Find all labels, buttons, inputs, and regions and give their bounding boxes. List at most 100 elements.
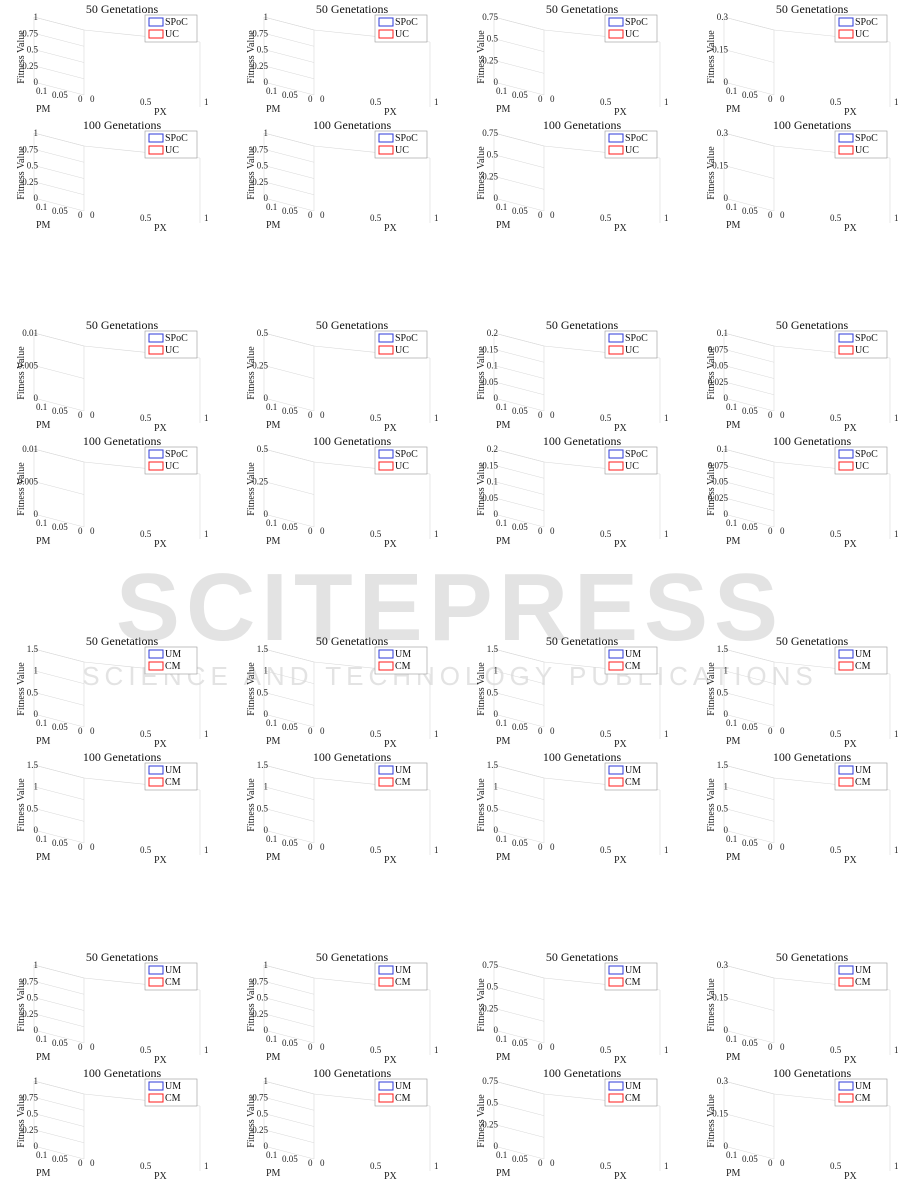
- z-tick-label: 0.25: [482, 1119, 498, 1129]
- pm-tick-label: 0: [538, 726, 543, 736]
- pm-tick-label: 0: [538, 210, 543, 220]
- pm-tick-label: 0.1: [726, 86, 737, 96]
- pm-tick-label: 0.1: [496, 1034, 507, 1044]
- plot-title: 100 Genetations: [543, 434, 622, 448]
- x-axis-label: PM: [36, 1168, 51, 1179]
- y-axis-label: PX: [154, 107, 168, 118]
- plot-title: 50 Genetations: [86, 2, 159, 16]
- px-tick-label: 1: [434, 729, 439, 739]
- px-tick-label: 0.5: [600, 845, 612, 855]
- pm-tick-label: 0: [78, 210, 83, 220]
- px-tick-label: 0: [320, 94, 325, 104]
- pm-tick-label: 0.1: [726, 518, 737, 528]
- z-tick-label: 0: [34, 193, 39, 203]
- z-tick-label: 0.3: [717, 128, 729, 138]
- grid-line: [33, 1080, 85, 1095]
- z-tick-label: 0.3: [717, 12, 729, 22]
- z-tick-label: 0.075: [708, 460, 729, 470]
- px-tick-label: 0: [780, 210, 785, 220]
- surface-plot: 0.3 0.15 0 0.1 0.05 0 0 0.5 1 PM PX Fitness Value 10…: [706, 118, 901, 234]
- z-tick-label: 0.5: [257, 444, 269, 454]
- z-tick-label: 0.2: [487, 444, 498, 454]
- z-axis-label: Fitness Value: [246, 30, 257, 84]
- z-tick-label: 1.5: [27, 644, 39, 654]
- legend-swatch-b: [608, 461, 624, 471]
- legend-swatch-a: [608, 1081, 624, 1091]
- legend-swatch-a: [838, 649, 854, 659]
- plot-title: 100 Genetations: [313, 118, 392, 132]
- z-axis-label: Fitness Value: [246, 346, 257, 400]
- pm-tick-label: 0.05: [282, 206, 298, 216]
- z-axis-label: Fitness Value: [706, 1094, 717, 1148]
- legend-label: SPoC: [625, 449, 648, 460]
- z-tick-label: 0: [494, 393, 499, 403]
- legend-swatch-a: [148, 1081, 164, 1091]
- legend-label: CM: [165, 977, 181, 988]
- pm-tick-label: 0: [768, 1042, 773, 1052]
- grid-line: [723, 165, 775, 179]
- surface-plot: 0.5 0.25 0 0.1 0.05 0 0 0.5 1 PM PX Fitness Value 10…: [246, 434, 442, 550]
- plot-title: 100 Genetations: [543, 1066, 622, 1080]
- grid-line: [493, 964, 545, 979]
- grid-line: [493, 808, 545, 822]
- z-tick-label: 0: [34, 393, 39, 403]
- px-tick-label: 0: [90, 1158, 95, 1168]
- pm-tick-label: 0.05: [282, 90, 298, 100]
- px-tick-label: 1: [664, 1045, 669, 1055]
- z-tick-label: 0.5: [487, 34, 499, 44]
- z-tick-label: 0.25: [22, 177, 38, 187]
- legend-swatch-a: [608, 17, 624, 27]
- z-tick-label: 0: [264, 77, 269, 87]
- z-tick-label: 0.005: [18, 477, 39, 487]
- plot-title: 50 Genetations: [776, 2, 849, 16]
- plot-title: 100 Genetations: [773, 750, 852, 764]
- grid-line: [33, 49, 85, 63]
- grid-line: [33, 981, 85, 995]
- grid-line: [33, 764, 85, 779]
- y-axis-label: PX: [614, 107, 628, 118]
- grid-line: [493, 448, 545, 463]
- x-axis-label: PM: [36, 736, 51, 747]
- z-axis-label: Fitness Value: [16, 778, 27, 832]
- px-tick-label: 0: [780, 94, 785, 104]
- plot-title: 100 Genetations: [83, 750, 162, 764]
- px-tick-label: 0.5: [830, 413, 842, 423]
- surface-plot: 1.5 1 0.5 0 0.1 0.05 0 0 0.5 1 PM PX Fitness Value 50…: [476, 634, 672, 750]
- legend-label: SPoC: [625, 333, 648, 344]
- legend-label: UC: [395, 345, 409, 356]
- pm-tick-label: 0.05: [52, 722, 68, 732]
- grid-line: [263, 997, 315, 1011]
- z-axis-label: Fitness Value: [16, 978, 27, 1032]
- legend-swatch-b: [838, 461, 854, 471]
- legend-swatch-a: [378, 965, 394, 975]
- pm-tick-label: 0.1: [36, 1150, 47, 1160]
- grid-line: [723, 448, 775, 463]
- grid-line: [723, 132, 775, 147]
- legend-swatch-b: [148, 1093, 164, 1103]
- plot-title: 100 Genetations: [313, 1066, 392, 1080]
- plot-title: 50 Genetations: [316, 950, 389, 964]
- y-axis-label: PX: [614, 223, 628, 234]
- pm-tick-label: 0.05: [742, 406, 758, 416]
- surface-plot: 0.75 0.5 0.25 0 0.1 0.05 0 0 0.5 1 PM PX Fitness Val…: [476, 2, 672, 118]
- surface-plot: 0.75 0.5 0.25 0 0.1 0.05 0 0 0.5 1 PM PX Fitness Val…: [476, 1066, 672, 1179]
- y-axis-label: PX: [614, 423, 628, 434]
- x-axis-label: PM: [496, 104, 511, 115]
- grid-line: [723, 764, 775, 779]
- y-axis-label: PX: [384, 1055, 398, 1066]
- z-tick-label: 0: [724, 393, 729, 403]
- legend-box: [834, 762, 888, 791]
- z-tick-label: 0.15: [712, 161, 728, 171]
- legend-label: CM: [165, 1093, 181, 1104]
- z-axis-label: Fitness Value: [246, 1094, 257, 1148]
- pm-tick-label: 0: [538, 842, 543, 852]
- pm-tick-label: 0: [308, 1042, 313, 1052]
